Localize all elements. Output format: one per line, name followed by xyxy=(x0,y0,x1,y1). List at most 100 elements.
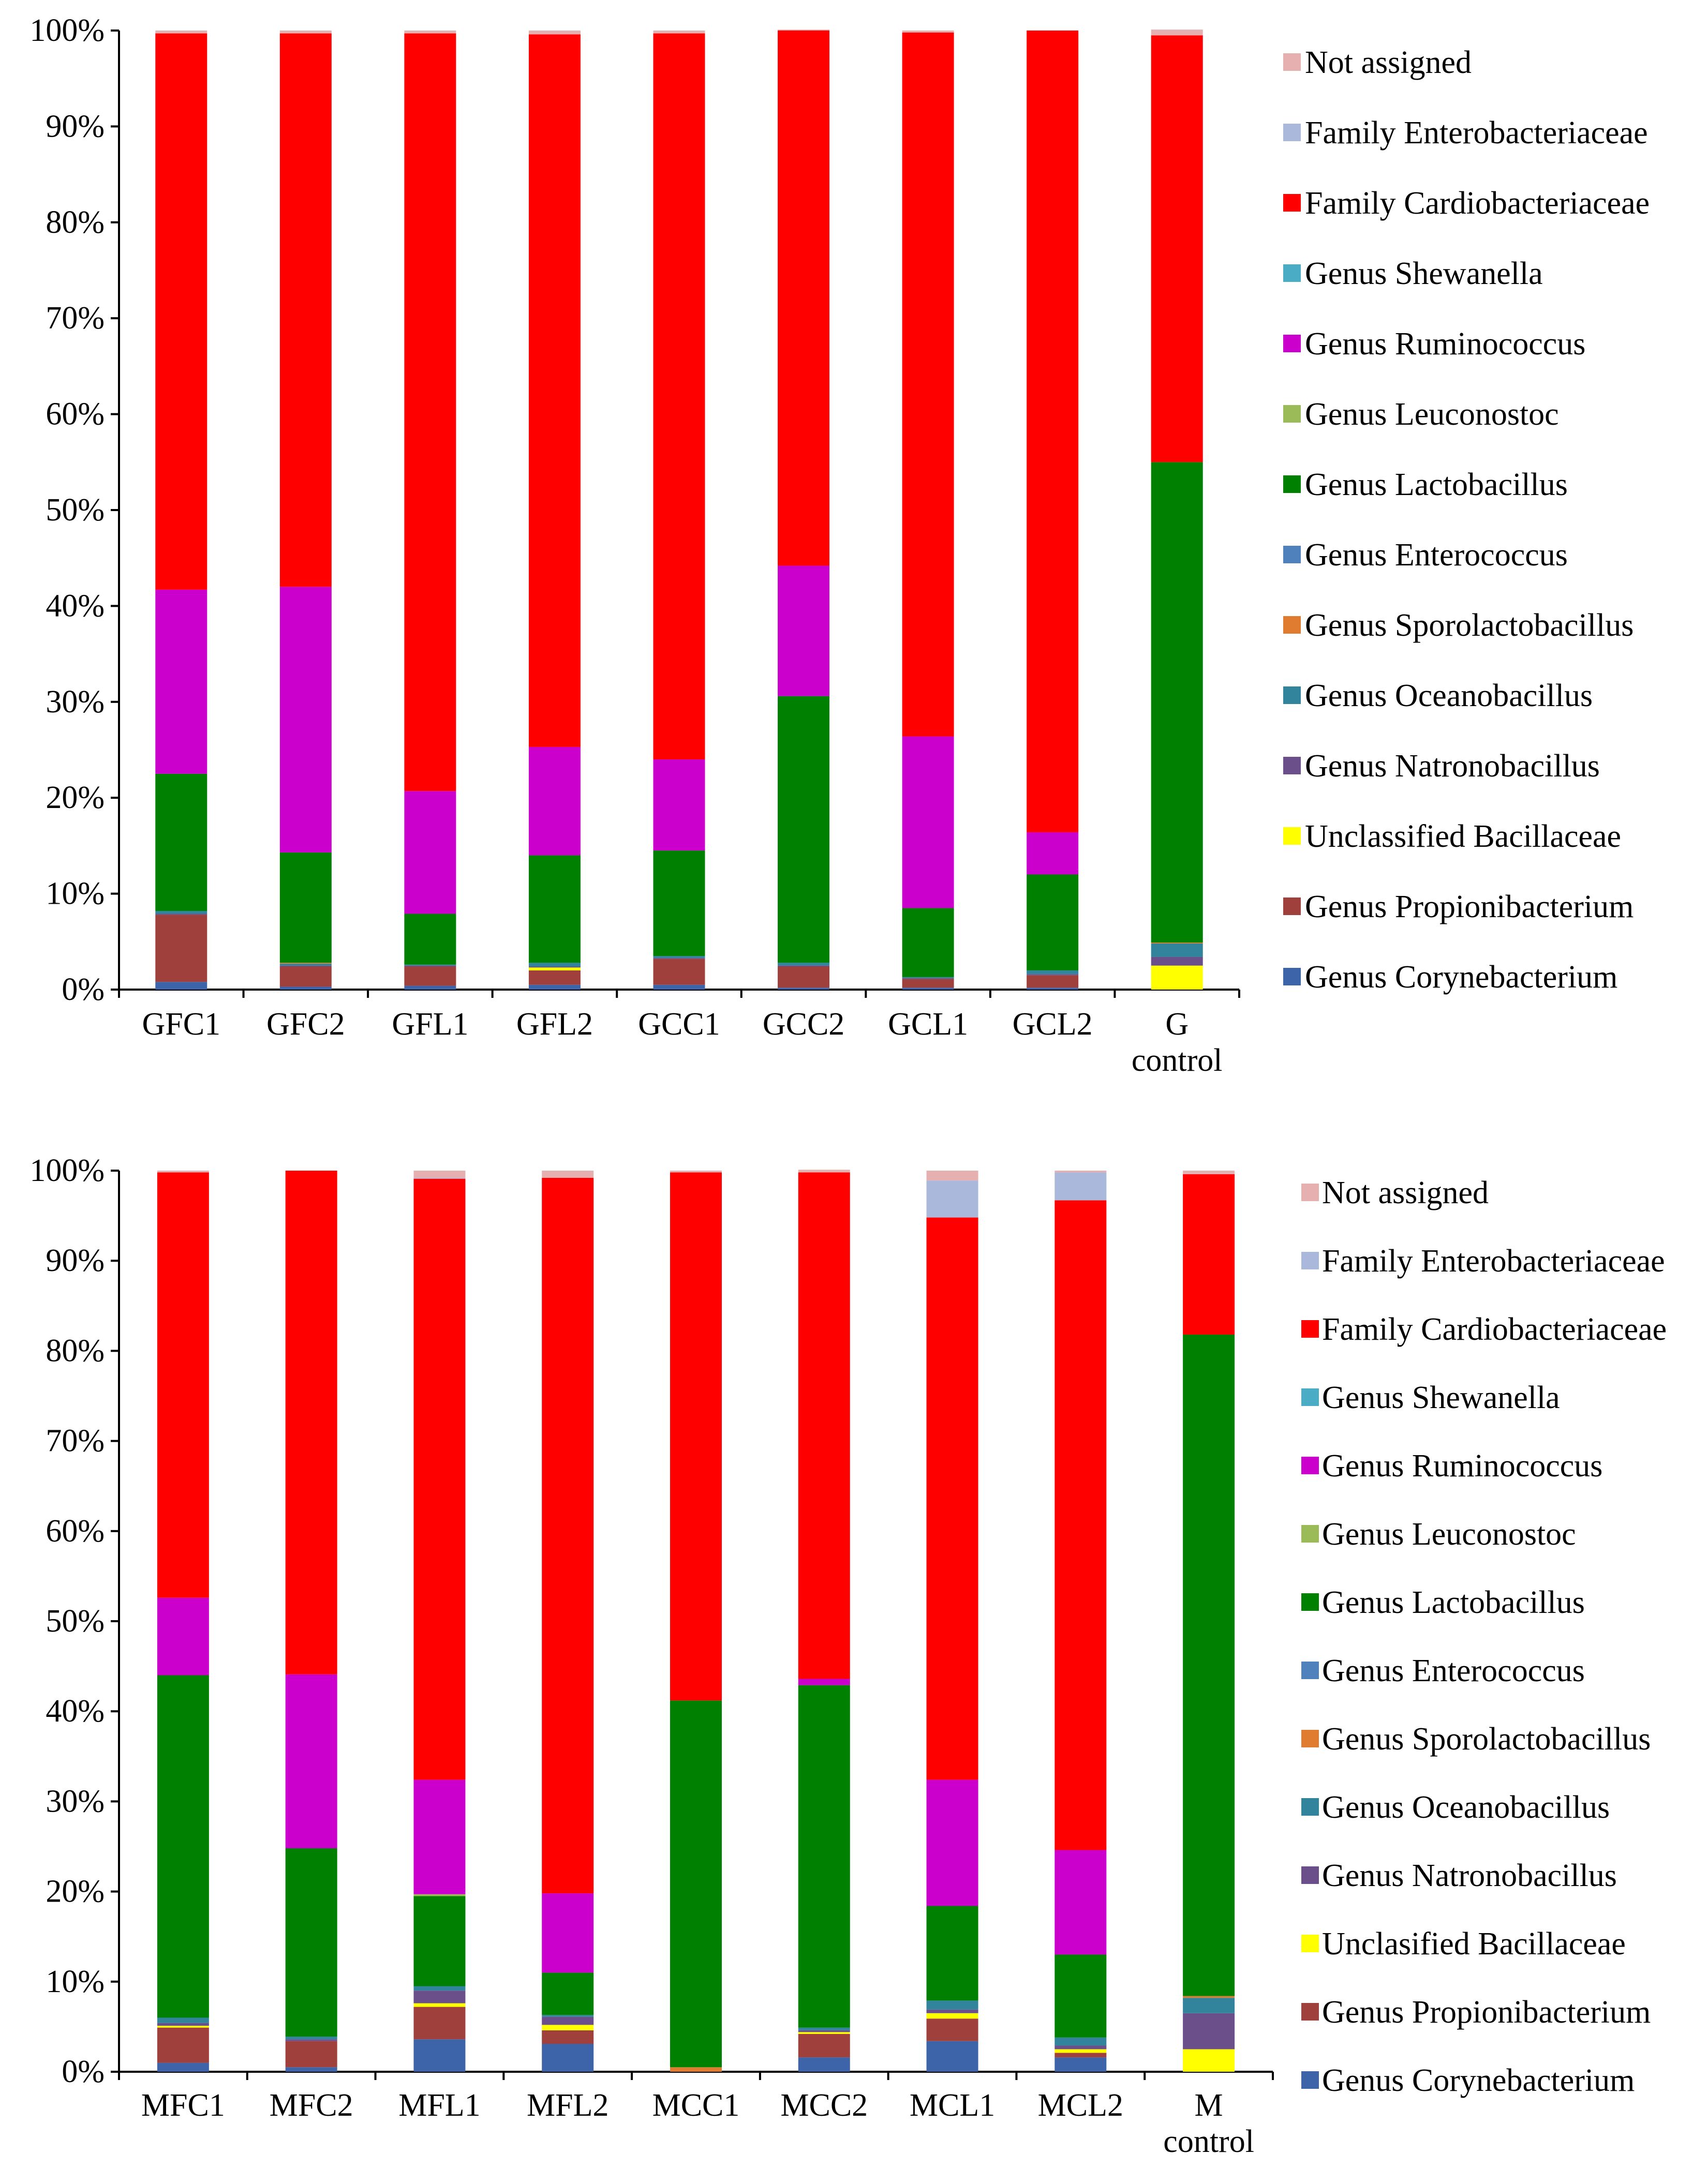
bar-segment-m-control-not-assigned xyxy=(1183,1171,1235,1174)
legend-label: Genus Ruminococcus xyxy=(1305,326,1585,362)
bar-segment-gfc2-family-cardiobacteriaceae xyxy=(279,33,332,587)
bar-segment-g-control-not-assigned xyxy=(1151,29,1203,36)
bar-segment-gcl1-not-assigned xyxy=(902,31,954,33)
bar-segment-gfc1-family-cardiobacteriaceae xyxy=(155,33,207,590)
y-tick-label: 20% xyxy=(46,780,105,815)
bar-segment-gcc2-genus-ruminococcus xyxy=(778,565,830,696)
legend-label: Genus Leuconostoc xyxy=(1322,1517,1576,1552)
bar-segment-m-control-genus-lactobacillus xyxy=(1183,1335,1235,1996)
legend-swatch xyxy=(1283,475,1301,493)
legend-swatch xyxy=(1283,194,1301,212)
legend-label: Genus Enterococcus xyxy=(1322,1653,1585,1688)
legend-label: Genus Shewanella xyxy=(1322,1380,1560,1415)
legend-swatch xyxy=(1301,1866,1319,1884)
legend-swatch xyxy=(1283,686,1301,704)
bar-segment-mfc2-genus-lactobacillus xyxy=(285,1848,337,2037)
bar-segment-gcc2-genus-natronobacillus xyxy=(778,965,830,967)
legend-label: Genus Oceanobacillus xyxy=(1322,1790,1610,1825)
x-tick-label: GFL2 xyxy=(516,1007,593,1042)
legend-swatch xyxy=(1301,1593,1319,1611)
bar-segment-gfc2-not-assigned xyxy=(279,31,332,34)
bar-segment-gfc2-genus-lactobacillus xyxy=(279,852,332,963)
legend-label: Genus Natronobacillus xyxy=(1322,1858,1617,1893)
bar-segment-mfl2-genus-lactobacillus xyxy=(542,1972,594,2015)
bar-segment-mcl2-family-cardiobacteriaceae xyxy=(1054,1200,1107,1850)
legend-swatch xyxy=(1283,827,1301,845)
bar-segment-mfl1-genus-corynebacterium xyxy=(413,2039,466,2072)
bar-segment-gfc1-genus-corynebacterium xyxy=(155,982,207,990)
bar-segment-mcl1-genus-oceanobacillus xyxy=(926,2000,978,2010)
bar-segment-gfl1-not-assigned xyxy=(404,31,456,34)
y-tick-label: 70% xyxy=(46,1424,105,1459)
bar-segment-mfl1-genus-oceanobacillus xyxy=(413,1986,466,1991)
x-tick-label: MFC2 xyxy=(270,2088,353,2123)
bar-segment-mfl2-genus-corynebacterium xyxy=(542,2043,594,2072)
bar-segment-gcl1-genus-lactobacillus xyxy=(902,908,954,977)
bar-segment-mfc1-genus-propionibacterium xyxy=(157,2027,209,2063)
y-tick-label: 40% xyxy=(46,1694,105,1729)
legend-label: Genus Sporolactobacillus xyxy=(1322,1722,1651,1757)
bar-segment-mfl2-genus-propionibacterium xyxy=(542,2030,594,2044)
bar-segment-gcc1-not-assigned xyxy=(653,31,705,34)
bar-segment-g-control-genus-lactobacillus xyxy=(1151,462,1203,943)
bar-segment-mfl1-genus-lactobacillus xyxy=(413,1896,466,1986)
legend-swatch xyxy=(1301,2003,1319,2021)
bar-segment-mfl1-genus-propionibacterium xyxy=(413,2007,466,2040)
legend-label: Genus Ruminococcus xyxy=(1322,1448,1602,1484)
legend-label: Family Enterobacteriaceae xyxy=(1322,1244,1665,1279)
bar-segment-mfc1-not-assigned xyxy=(157,1171,209,1173)
bar-segment-gfc2-genus-ruminococcus xyxy=(279,587,332,852)
legend-label: Genus Propionibacterium xyxy=(1322,1995,1651,2030)
bar-segment-mfc2-family-cardiobacteriaceae xyxy=(285,1171,337,1674)
y-tick-label: 90% xyxy=(46,1243,105,1278)
legend-swatch xyxy=(1301,1184,1319,1201)
bar-segment-mfl1-unclasified-bacillaceae xyxy=(413,2003,466,2007)
x-tick-label: GCC2 xyxy=(763,1007,844,1042)
legend-swatch xyxy=(1301,1320,1319,1338)
y-tick-label: 50% xyxy=(46,492,105,528)
legend-swatch xyxy=(1283,757,1301,774)
bar-segment-mcl2-genus-oceanobacillus xyxy=(1054,2037,1107,2046)
bar-segment-gcl1-genus-corynebacterium xyxy=(902,988,954,990)
bar-segment-gfl2-genus-corynebacterium xyxy=(528,984,581,990)
legend-label: Family Cardiobacteriaceae xyxy=(1305,186,1650,221)
legend-swatch xyxy=(1301,1798,1319,1816)
bar-segment-mcc1-not-assigned xyxy=(670,1171,722,1173)
bar-segment-gcc2-not-assigned xyxy=(778,29,830,31)
legend-label: Genus Enterococcus xyxy=(1305,537,1568,573)
bar-segment-gfc2-genus-natronobacillus xyxy=(279,965,332,967)
x-tick-label: control xyxy=(1163,2124,1254,2159)
bar-segment-mfl2-genus-ruminococcus xyxy=(542,1893,594,1973)
legend-label: Genus Lactobacillus xyxy=(1322,1585,1585,1620)
bar-segment-gcc1-family-cardiobacteriaceae xyxy=(653,33,705,760)
bar-segment-g-control-genus-oceanobacillus xyxy=(1151,944,1203,957)
bar-segment-mcl1-family-enterobacteriaceae xyxy=(926,1180,978,1218)
bar-segment-gfc1-genus-natronobacillus xyxy=(155,914,207,915)
bar-segment-mcl1-genus-corynebacterium xyxy=(926,2041,978,2072)
bar-segment-mfl1-genus-leuconostoc xyxy=(413,1894,466,1896)
legend-swatch xyxy=(1283,335,1301,352)
y-tick-label: 0% xyxy=(62,972,105,1007)
bar-segment-mcc2-not-assigned xyxy=(798,1170,850,1173)
bar-segment-mfc2-genus-oceanobacillus xyxy=(285,2037,337,2040)
bar-segment-mcc2-genus-lactobacillus xyxy=(798,1685,850,2028)
y-tick-label: 100% xyxy=(29,13,105,48)
bar-segment-gcc1-genus-corynebacterium xyxy=(653,984,705,990)
bar-segment-mcc1-family-cardiobacteriaceae xyxy=(670,1172,722,1701)
bar-segment-gfl1-genus-natronobacillus xyxy=(404,965,456,967)
bar-segment-mcc2-genus-oceanobacillus xyxy=(798,2027,850,2030)
bar-segment-gcl2-genus-ruminococcus xyxy=(1027,832,1079,875)
bar-segment-mcl2-genus-natronobacillus xyxy=(1054,2045,1107,2050)
bar-segment-gfl1-genus-lactobacillus xyxy=(404,914,456,965)
bar-segment-mfc1-genus-lactobacillus xyxy=(157,1675,209,2018)
y-tick-label: 80% xyxy=(46,1333,105,1368)
bar-segment-mcc2-genus-ruminococcus xyxy=(798,1679,850,1685)
x-tick-label: MFC1 xyxy=(141,2088,225,2123)
x-tick-label: MFL2 xyxy=(527,2088,608,2123)
bar-segment-mfl2-family-cardiobacteriaceae xyxy=(542,1177,594,1894)
bar-segment-gfl1-genus-ruminococcus xyxy=(404,791,456,914)
bar-segment-mfl2-genus-oceanobacillus xyxy=(542,2015,594,2017)
y-tick-label: 0% xyxy=(62,2054,105,2089)
bar-segment-mcl1-genus-lactobacillus xyxy=(926,1906,978,2001)
